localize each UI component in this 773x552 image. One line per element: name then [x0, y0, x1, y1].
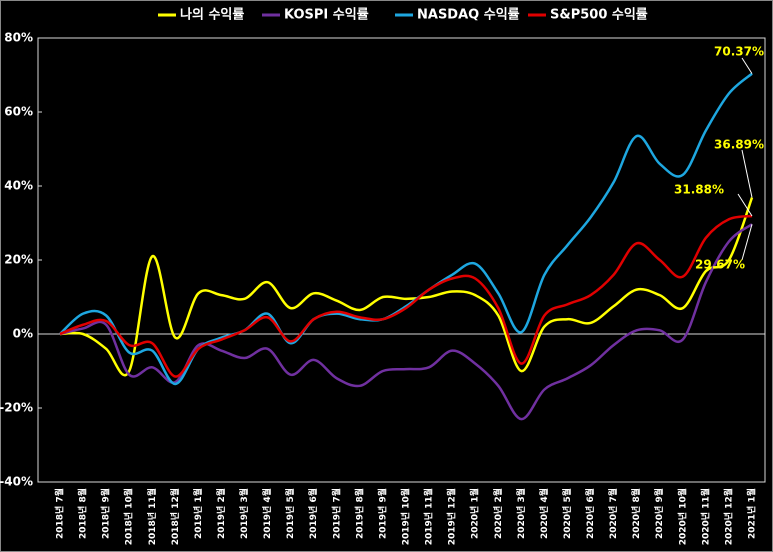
- legend-label: S&P500 수익률: [550, 7, 648, 23]
- x-tick-label: 2020년 9월: [653, 488, 665, 539]
- leader-line: [741, 149, 753, 198]
- x-tick-label: 2018년 9월: [100, 488, 112, 539]
- leader-line: [741, 57, 753, 74]
- value-label: 36.89%: [714, 138, 764, 152]
- leader-line: [737, 193, 753, 217]
- value-label: 29.67%: [695, 258, 745, 272]
- series-line: [59, 223, 753, 421]
- x-tick-label: 2019년 12월: [446, 488, 458, 545]
- x-tick-label: 2020년 4월: [538, 488, 550, 539]
- y-tick-label: 20%: [4, 253, 33, 267]
- x-tick-label: 2018년 10월: [123, 488, 135, 545]
- leader-line: [741, 224, 753, 261]
- y-tick-label: 0%: [13, 327, 33, 341]
- legend-label: 나의 수익률: [180, 7, 244, 23]
- x-tick-label: 2019년 1월: [192, 488, 204, 539]
- x-tick-label: 2020년 3월: [515, 488, 527, 539]
- x-tick-label: 2019년 5월: [284, 488, 296, 539]
- value-label: 70.37%: [714, 45, 764, 59]
- x-tick-label: 2019년 6월: [307, 488, 319, 539]
- x-tick-label: 2018년 11월: [146, 488, 158, 545]
- y-tick-label: 40%: [4, 179, 33, 193]
- x-tick-label: 2019년 2월: [215, 488, 227, 539]
- series-line: [59, 197, 754, 377]
- legend-label: NASDAQ 수익률: [417, 7, 520, 23]
- legend-label: KOSPI 수익률: [284, 7, 369, 23]
- x-tick-label: 2018년 7월: [54, 488, 66, 539]
- x-tick-label: 2020년 6월: [584, 488, 596, 539]
- x-tick-label: 2020년 1월: [469, 488, 481, 539]
- x-tick-label: 2019년 4월: [261, 488, 273, 539]
- x-tick-label: 2020년 8월: [630, 488, 642, 539]
- x-tick-label: 2019년 11월: [423, 488, 435, 545]
- y-tick-label: -20%: [0, 401, 33, 415]
- x-tick-label: 2019년 9월: [376, 488, 388, 539]
- series-line: [59, 72, 753, 386]
- x-tick-label: 2020년 12월: [722, 488, 734, 545]
- series-line: [59, 214, 753, 378]
- x-tick-label: 2020년 11월: [699, 488, 711, 545]
- x-tick-label: 2020년 5월: [561, 488, 573, 539]
- x-tick-label: 2019년 7월: [330, 488, 342, 539]
- x-tick-label: 2020년 10월: [676, 488, 688, 545]
- y-tick-label: -40%: [0, 475, 33, 489]
- x-tick-label: 2018년 12월: [169, 488, 181, 545]
- x-tick-label: 2019년 8월: [353, 488, 365, 539]
- y-tick-label: 60%: [4, 105, 33, 119]
- value-label: 31.88%: [674, 183, 724, 197]
- x-tick-label: 2018년 8월: [77, 488, 89, 539]
- y-tick-label: 80%: [4, 31, 33, 45]
- x-tick-label: 2021년 1월: [746, 488, 758, 539]
- x-tick-label: 2019년 3월: [238, 488, 250, 539]
- x-tick-label: 2020년 7월: [607, 488, 619, 539]
- x-tick-label: 2020년 2월: [492, 488, 504, 539]
- x-tick-label: 2019년 10월: [400, 488, 412, 545]
